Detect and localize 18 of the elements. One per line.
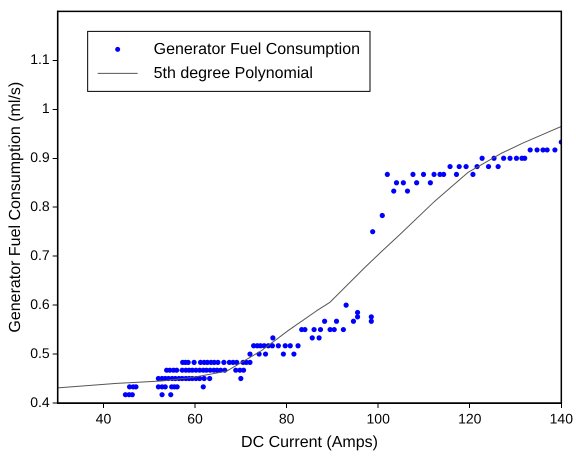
x-tick-label: 80	[278, 410, 295, 426]
y-tick-label: 0.9	[30, 149, 50, 166]
y-tick-label: 0.7	[30, 247, 50, 264]
x-tick-label: 140	[550, 410, 574, 426]
y-tick-label: 0.6	[30, 296, 50, 312]
x-axis-title: DC Current (Amps)	[241, 434, 378, 451]
x-tick-label: 100	[366, 410, 390, 426]
x-tick-label: 40	[96, 410, 112, 426]
x-tick-label: 60	[187, 410, 204, 426]
y-tick-label: 0.4	[30, 394, 50, 410]
y-tick-label: 1	[42, 100, 50, 116]
legend-label: Generator Fuel Consumption	[154, 40, 360, 58]
y-axis-title: Generator Fuel Consumption (ml/s)	[7, 82, 24, 333]
y-tick-label: 0.8	[30, 198, 50, 214]
y-tick-label: 0.5	[30, 344, 50, 361]
legend-label: 5th degree Polynomial	[154, 64, 313, 82]
y-tick-label: 1.1	[30, 51, 50, 68]
x-tick-label: 120	[458, 410, 482, 426]
